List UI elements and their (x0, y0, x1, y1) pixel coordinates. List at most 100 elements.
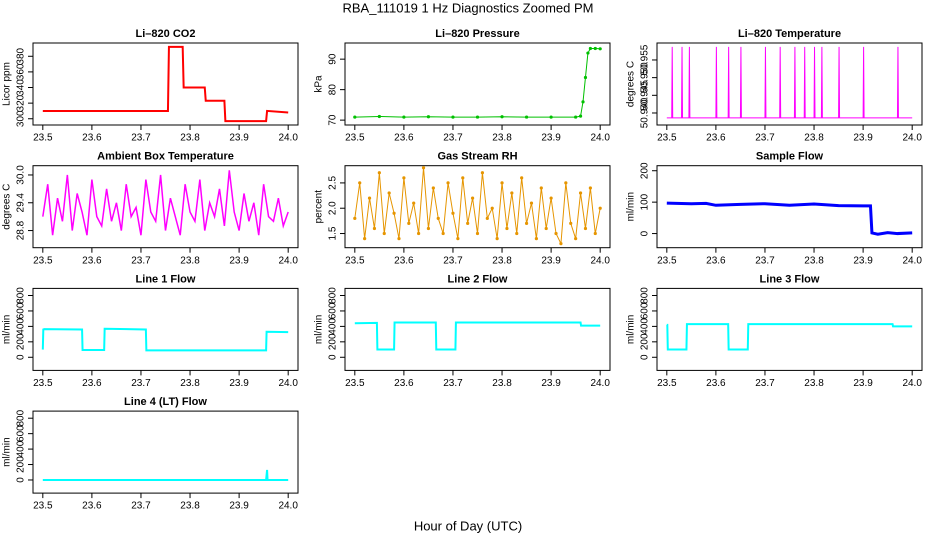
data-point (578, 191, 583, 195)
y-tick-label: 360 (16, 63, 27, 80)
y-axis-label: Licor ppm (2, 62, 13, 106)
plot-frame (32, 165, 299, 249)
x-tick-label: 23.5 (345, 133, 365, 144)
y-axis-label: ml/min (626, 315, 637, 344)
data-point (554, 231, 558, 236)
y-tick-label: 200 (640, 333, 651, 350)
panel-title: Li–820 CO2 (136, 28, 196, 40)
x-tick-label: 24.0 (278, 378, 298, 389)
data-point (510, 191, 514, 195)
y-tick-label: 90 (328, 53, 339, 65)
data-point (524, 115, 529, 119)
plot-frame (32, 410, 299, 494)
x-tick-label: 23.5 (345, 378, 365, 389)
x-tick-label: 23.8 (804, 133, 824, 144)
x-tick-label: 24.0 (902, 378, 922, 389)
x-tick-label: 23.5 (657, 255, 677, 266)
panel-title: Ambient Box Temperature (97, 151, 234, 163)
data-point (586, 51, 590, 55)
y-axis-label: kPa (314, 75, 325, 93)
x-tick-label: 23.8 (804, 255, 824, 266)
data-line (354, 47, 601, 118)
data-point (363, 236, 367, 241)
data-point (451, 211, 455, 215)
data-point (402, 176, 406, 180)
x-tick-label: 23.5 (33, 255, 53, 266)
y-axis-label: degrees C (2, 184, 13, 230)
data-point (583, 75, 588, 80)
data-point (377, 171, 381, 175)
x-tick-label: 23.8 (180, 501, 200, 512)
data-point (588, 186, 592, 190)
y-tick-label: 1.5 (328, 226, 339, 240)
data-point (583, 226, 588, 231)
y-tick-label: 29.4 (16, 193, 27, 213)
data-point (402, 115, 406, 119)
x-tick-label: 23.9 (541, 378, 561, 389)
plot-frame (656, 287, 923, 371)
data-point (593, 231, 597, 236)
y-tick-label: 800 (16, 287, 27, 304)
data-point (353, 115, 357, 119)
data-line (42, 469, 289, 481)
x-tick-label: 23.8 (180, 255, 200, 266)
data-point (549, 196, 553, 200)
y-tick-label: 28.8 (16, 220, 27, 240)
x-tick-label: 23.6 (706, 255, 726, 266)
data-point (475, 231, 480, 236)
y-tick-label: 0 (640, 230, 651, 236)
data-point (446, 181, 450, 185)
x-tick-label: 23.6 (82, 255, 102, 266)
y-tick-label: 800 (640, 287, 651, 304)
data-point (407, 221, 411, 226)
panel: Li–820 Temperature degrees C 23.5 23.6 23.7 2… (626, 28, 923, 144)
x-tick-label: 23.5 (33, 378, 53, 389)
panel: Ambient Box Temperature degrees C 23.5 23.6… (2, 151, 299, 266)
data-line (42, 170, 289, 236)
y-tick-label: 320 (16, 94, 27, 111)
x-tick-label: 23.5 (33, 501, 53, 512)
data-point (569, 221, 573, 226)
data-point (426, 115, 431, 119)
y-tick-label: 600 (16, 425, 27, 442)
panel: Sample Flow ml/min 23.5 23.6 23.7 23.8 23.9 24.… (626, 151, 923, 266)
panel: Line 2 Flow ml/min 23.5 23.6 23.7 23.8 23.9 24.… (314, 273, 611, 389)
x-tick-label: 24.0 (278, 501, 298, 512)
x-tick-label: 23.5 (657, 378, 677, 389)
x-tick-label: 24.0 (902, 133, 922, 144)
data-point (574, 236, 578, 241)
data-point (539, 186, 543, 190)
x-tick-label: 23.5 (345, 255, 365, 266)
data-point (417, 231, 421, 236)
data-point (544, 226, 548, 231)
data-point (495, 236, 499, 241)
data-line (666, 201, 913, 236)
data-point (466, 221, 470, 226)
panel-title: Line 2 Flow (448, 273, 508, 285)
x-tick-label: 23.9 (229, 378, 249, 389)
data-point (598, 47, 602, 51)
data-point (426, 226, 431, 231)
x-tick-label: 23.6 (82, 501, 102, 512)
plot-frame (344, 287, 611, 371)
data-line (41, 327, 289, 352)
x-tick-label: 23.7 (755, 378, 775, 389)
data-point (534, 236, 538, 241)
x-tick-label: 23.7 (131, 501, 151, 512)
y-axis-label: ml/min (2, 437, 13, 466)
x-tick-label: 23.7 (755, 133, 775, 144)
x-tick-label: 23.9 (229, 501, 249, 512)
panel: Line 4 (LT) Flow ml/min 23.5 23.6 23.7 23.8 23… (2, 396, 299, 512)
y-tick-label: 30.0 (16, 165, 27, 185)
x-tick-label: 23.9 (229, 133, 249, 144)
x-tick-label: 24.0 (278, 255, 298, 266)
data-point (500, 181, 504, 185)
panel-title: Gas Stream RH (437, 151, 517, 163)
data-point (358, 181, 362, 185)
x-tick-label: 23.7 (755, 255, 775, 266)
data-point (412, 201, 416, 205)
plot-frame (656, 165, 923, 249)
data-point (475, 115, 480, 119)
x-axis-label: Hour of Day (UTC) (414, 518, 522, 533)
x-tick-label: 23.7 (131, 255, 151, 266)
